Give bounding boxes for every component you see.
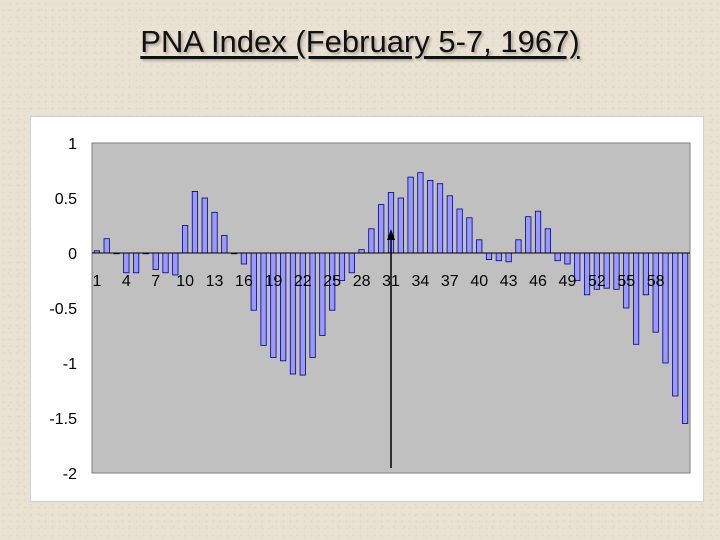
- x-tick-label: 55: [617, 273, 635, 290]
- y-tick-label: -2: [63, 466, 77, 483]
- bar-47: [544, 228, 551, 254]
- bar-11: [191, 190, 199, 254]
- x-tick-label: 4: [122, 273, 131, 290]
- annotation-group: [387, 229, 395, 468]
- bar-59: [662, 252, 669, 364]
- bar-56: [632, 252, 640, 345]
- x-tick-label: 25: [323, 273, 341, 290]
- bar-14: [221, 234, 228, 254]
- x-tick-labels: 1 4 7 10 13 16 19 22 25 28 31 34 37 40 43 46 49 52 55 58: [92, 273, 664, 290]
- bar-9: [172, 252, 179, 276]
- bar-18: [260, 252, 267, 346]
- bar-20: [280, 252, 287, 362]
- bar-61: [682, 252, 689, 424]
- bar-24: [319, 252, 326, 336]
- bar-30: [378, 204, 385, 254]
- x-tick-label: 19: [264, 273, 282, 290]
- bar-48: [554, 252, 561, 262]
- bar-43: [505, 252, 512, 263]
- x-tick-label: 43: [500, 273, 518, 290]
- bar-45: [525, 216, 532, 254]
- x-tick-label: 52: [588, 273, 606, 290]
- x-tick-label: 58: [647, 273, 665, 290]
- annotation-arrowhead: [387, 229, 395, 240]
- y-tick-label: -1.5: [49, 411, 77, 428]
- slide-title: PNA Index (February 5-7, 1967): [140, 24, 580, 59]
- x-tick-label: 10: [176, 273, 194, 290]
- x-tick-label: 46: [529, 273, 547, 290]
- bar-49: [564, 252, 571, 265]
- y-tick-label: 0.5: [55, 191, 77, 208]
- bar-32: [397, 197, 404, 254]
- bar-8: [162, 252, 169, 274]
- y-tick-label: 0: [68, 246, 77, 263]
- bar-41: [485, 252, 493, 260]
- bar-4: [123, 252, 130, 274]
- bar-44: [515, 239, 522, 254]
- bar-60: [672, 252, 679, 397]
- x-tick-label: 1: [92, 273, 101, 290]
- x-tick-label: 22: [294, 273, 312, 290]
- bar-35: [427, 179, 434, 254]
- x-tick-label: 16: [235, 273, 253, 290]
- bar-10: [182, 225, 189, 254]
- x-tick-label: 13: [206, 273, 224, 290]
- bar-34: [417, 172, 424, 254]
- bar-12: [201, 197, 208, 254]
- bar-19: [270, 252, 277, 358]
- x-tick-label: 28: [353, 273, 371, 290]
- bar-42: [495, 252, 502, 262]
- y-tick-labels: 1 0.5 0 -0.5 -1 -1.5 -2: [49, 136, 77, 483]
- x-tick-label: 7: [151, 273, 160, 290]
- y-tick-label: -1: [63, 356, 77, 373]
- y-tick-label: 1: [68, 136, 77, 153]
- bar-7: [152, 252, 159, 270]
- bar-16: [240, 252, 248, 265]
- bar-38: [456, 208, 463, 254]
- bar-39: [466, 217, 473, 254]
- bar-27: [348, 252, 355, 274]
- x-tick-label: 49: [559, 273, 577, 290]
- x-tick-label: 40: [470, 273, 488, 290]
- bar-46: [534, 210, 542, 254]
- bar-33: [407, 176, 414, 254]
- bar-29: [368, 228, 375, 254]
- bar-5: [133, 252, 140, 274]
- bar-13: [211, 211, 218, 254]
- x-tick-label: 37: [441, 273, 459, 290]
- bar-58: [652, 252, 659, 333]
- y-tick-label: -0.5: [49, 301, 77, 318]
- bar-37: [446, 195, 453, 254]
- bar-22: [299, 252, 306, 376]
- bar-2: [103, 238, 110, 254]
- bar-40: [476, 239, 483, 254]
- x-tick-label: 34: [412, 273, 430, 290]
- bar-21: [289, 252, 297, 375]
- bar-36: [436, 183, 444, 254]
- bar-23: [309, 252, 316, 358]
